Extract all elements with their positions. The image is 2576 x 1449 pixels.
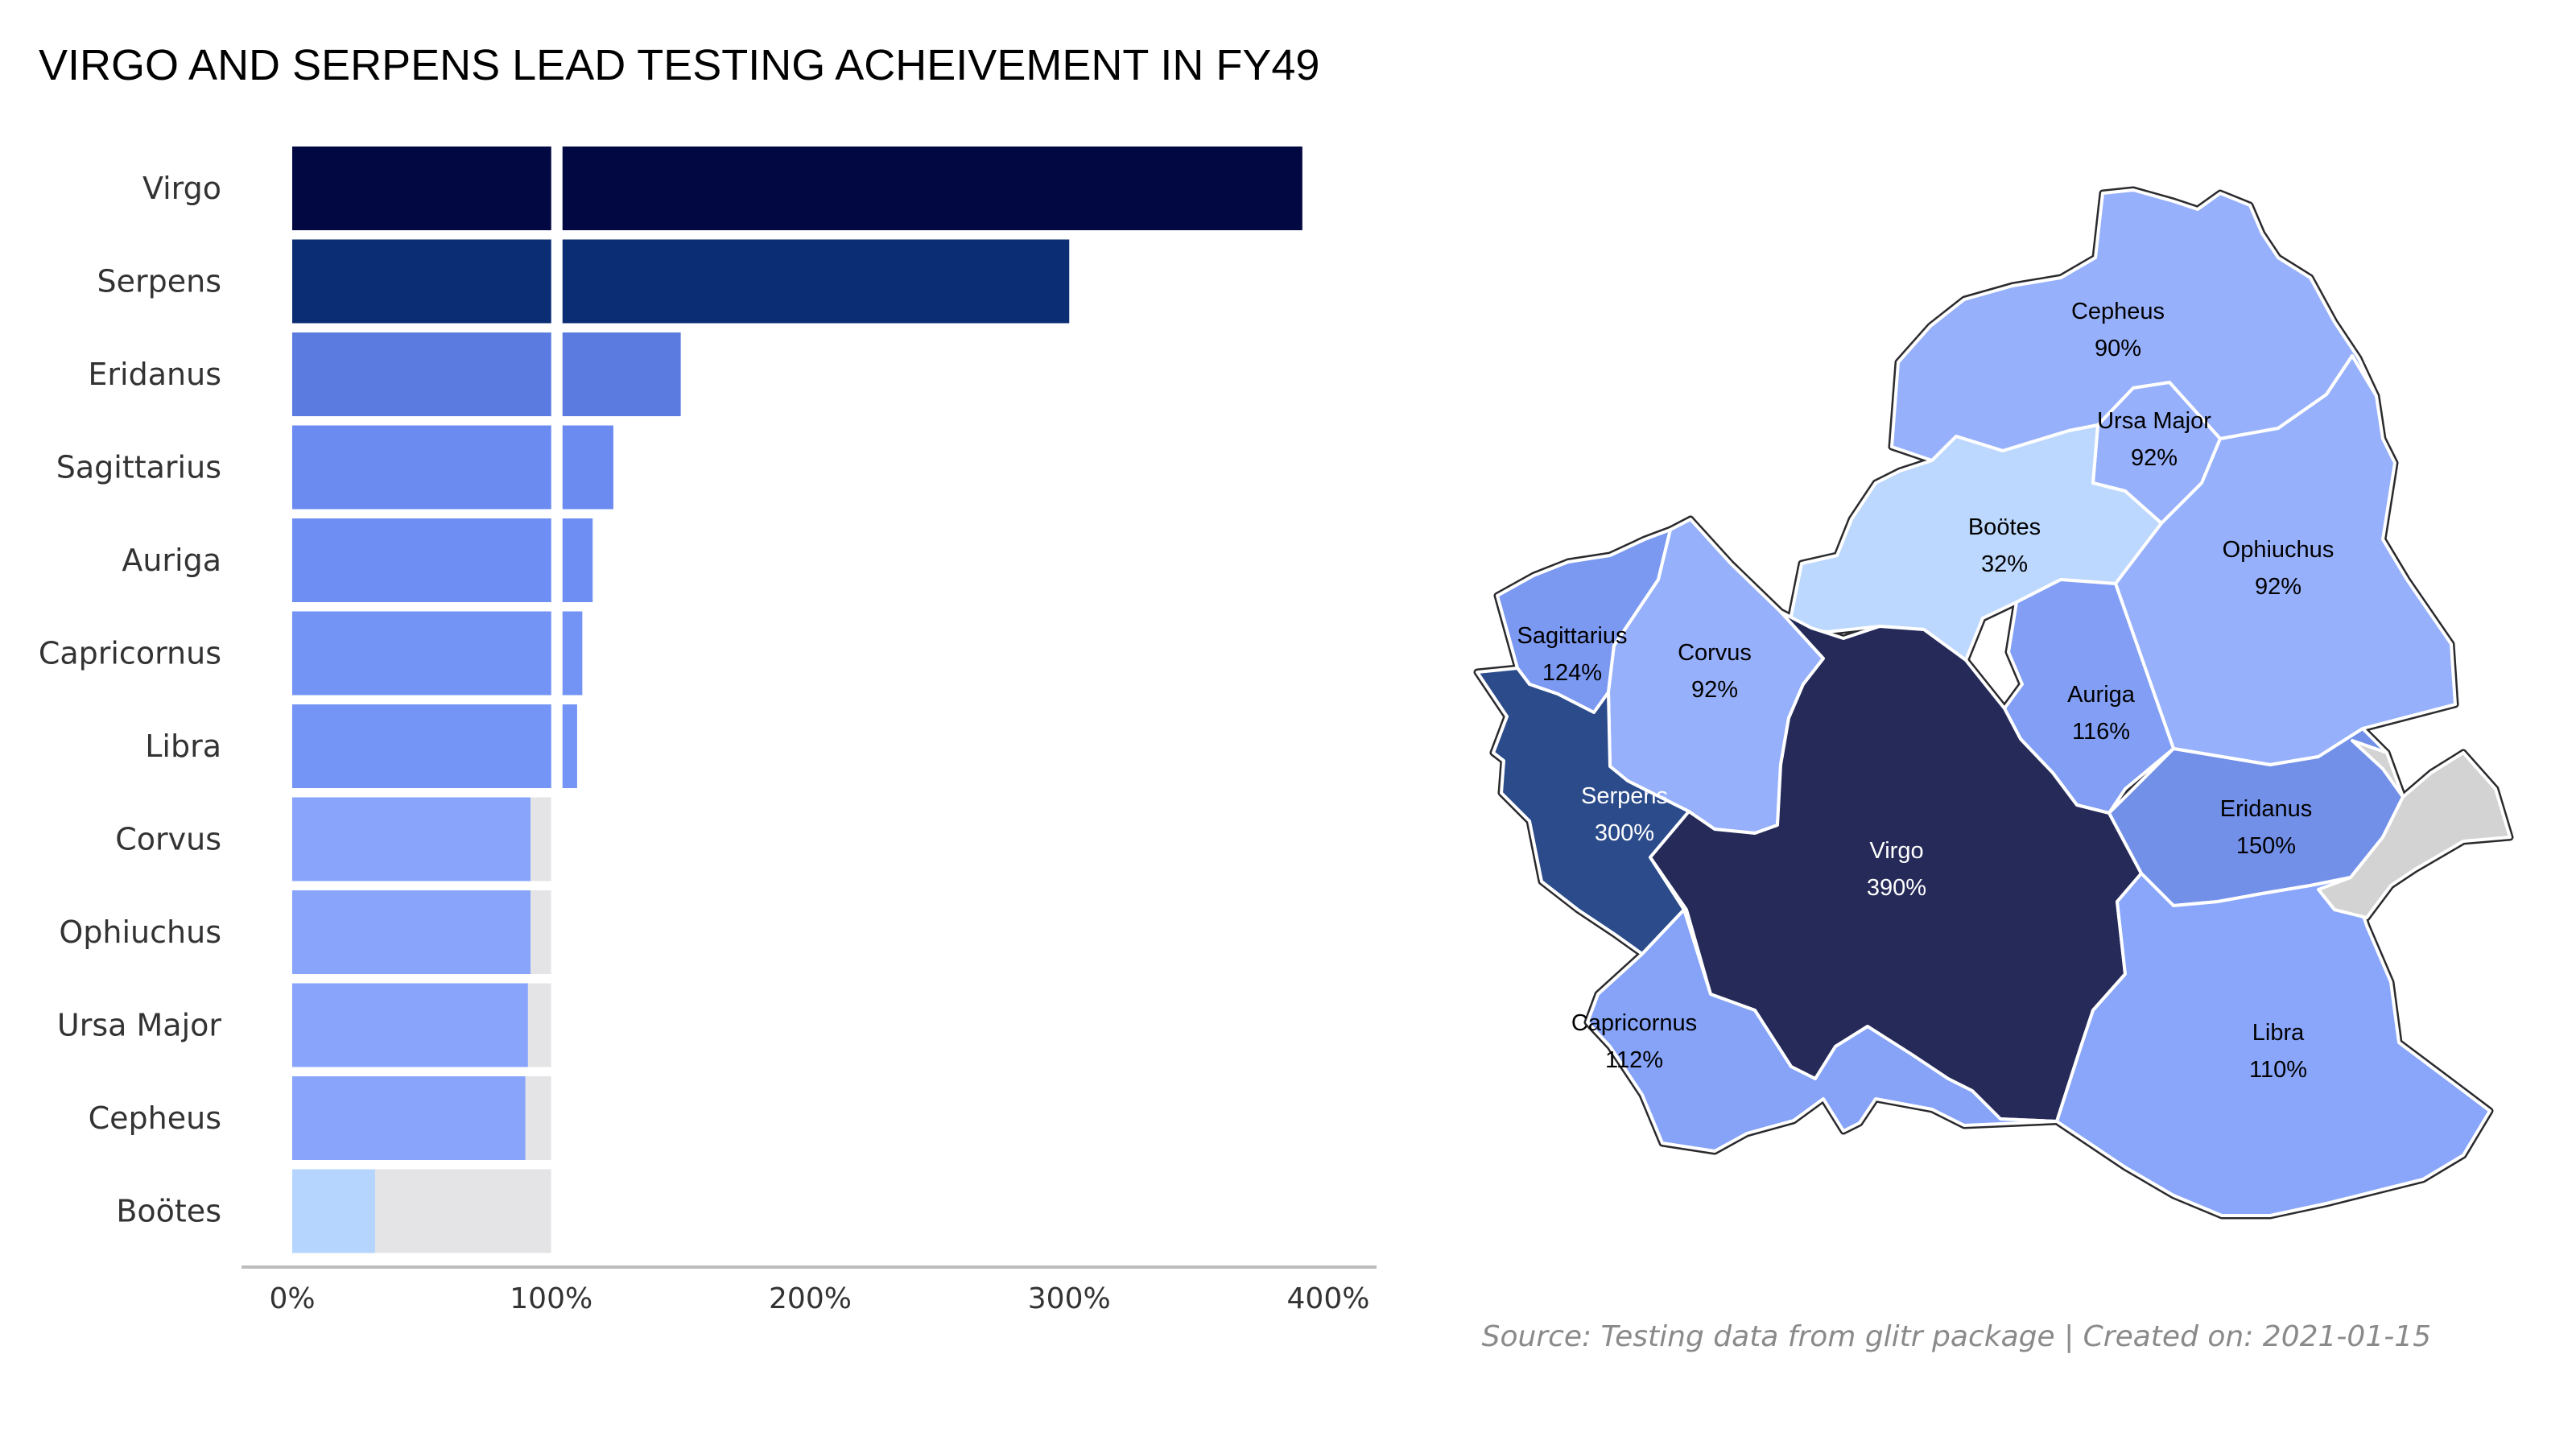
map-region-value-ursa-major: 92% <box>2131 445 2178 471</box>
bar-eridanus <box>292 332 681 416</box>
category-label-serpens: Serpens <box>97 264 221 299</box>
category-label-corvus: Corvus <box>115 822 221 857</box>
source-caption: Source: Testing data from glitr package … <box>1481 1320 2431 1353</box>
category-label-ursa-major: Ursa Major <box>57 1008 221 1043</box>
bar-sagittarius <box>292 425 613 510</box>
map-region-name-corvus: Corvus <box>1678 640 1752 666</box>
map-region-name-ursa-major: Ursa Major <box>2097 408 2211 434</box>
map-region-name-eridanus: Eridanus <box>2220 796 2312 822</box>
map-region-value-corvus: 92% <box>1691 677 1738 703</box>
map-region-name-virgo: Virgo <box>1869 838 1923 864</box>
map-region-value-bootes: 32% <box>1981 551 2028 577</box>
bar-libra <box>292 704 577 788</box>
map-region-value-cepheus: 90% <box>2095 336 2141 361</box>
x-tick-label-0: 0% <box>269 1282 315 1315</box>
map-region-value-virgo: 390% <box>1867 875 1926 901</box>
map-region-libra <box>2055 872 2491 1217</box>
bar-ursa-major <box>292 983 528 1067</box>
map-regions <box>1473 186 2514 1220</box>
map-region-name-bootes: Boötes <box>1968 514 2041 540</box>
choropleth-map: Cepheus 90% Ursa Major 92% Boötes 32% Ophiuchu… <box>1473 186 2514 1220</box>
bar-bootes <box>292 1169 375 1253</box>
x-tick-label-2: 200% <box>769 1282 852 1315</box>
map-region-value-sagittarius: 124% <box>1542 660 1602 686</box>
category-label-bootes: Boötes <box>116 1194 221 1229</box>
chart-title: VIRGO AND SERPENS LEAD TESTING ACHEIVEME… <box>39 41 1320 89</box>
x-tick-label-4: 400% <box>1287 1282 1370 1315</box>
category-label-cepheus: Cepheus <box>89 1100 221 1136</box>
bar-corvus <box>292 797 531 881</box>
map-region-name-libra: Libra <box>2252 1020 2305 1046</box>
category-label-auriga: Auriga <box>122 543 221 578</box>
map-region-value-capricornus: 112% <box>1605 1047 1663 1073</box>
bar-capricornus <box>292 611 583 696</box>
category-label-sagittarius: Sagittarius <box>56 450 221 485</box>
map-region-name-sagittarius: Sagittarius <box>1517 623 1627 649</box>
bar-cepheus <box>292 1076 526 1160</box>
map-labels: Cepheus 90% Ursa Major 92% Boötes 32% Ophiuchu… <box>1517 299 2334 1083</box>
map-region-name-serpens: Serpens <box>1581 783 1668 809</box>
map-region-name-ophiuchus: Ophiuchus <box>2223 537 2334 563</box>
map-region-bootes <box>1787 423 2163 662</box>
map-region-name-capricornus: Capricornus <box>1571 1010 1697 1036</box>
map-region-value-auriga: 116% <box>2072 719 2130 745</box>
bar-ophiuchus <box>292 890 531 974</box>
category-label-virgo: Virgo <box>142 171 221 206</box>
bar-serpens <box>292 239 1070 324</box>
bar-virgo <box>292 147 1302 230</box>
map-region-value-serpens: 300% <box>1595 820 1654 846</box>
category-label-capricornus: Capricornus <box>39 636 221 671</box>
x-tick-label-1: 100% <box>510 1282 592 1315</box>
map-region-unlabeled <box>2317 739 2512 919</box>
bar-auriga <box>292 518 593 602</box>
map-region-value-ophiuchus: 92% <box>2255 574 2301 600</box>
map-region-capricornus <box>1586 908 2058 1153</box>
bar-chart: Virgo Serpens Eridanus Sagittarius Auriga Cap… <box>39 143 1377 1315</box>
category-label-libra: Libra <box>145 729 221 764</box>
category-label-eridanus: Eridanus <box>88 357 221 392</box>
map-region-name-auriga: Auriga <box>2067 682 2136 708</box>
x-tick-label-3: 300% <box>1028 1282 1111 1315</box>
map-region-value-eridanus: 150% <box>2236 833 2296 859</box>
category-label-ophiuchus: Ophiuchus <box>59 914 221 950</box>
map-region-value-libra: 110% <box>2249 1057 2307 1083</box>
map-region-name-cepheus: Cepheus <box>2071 299 2165 324</box>
